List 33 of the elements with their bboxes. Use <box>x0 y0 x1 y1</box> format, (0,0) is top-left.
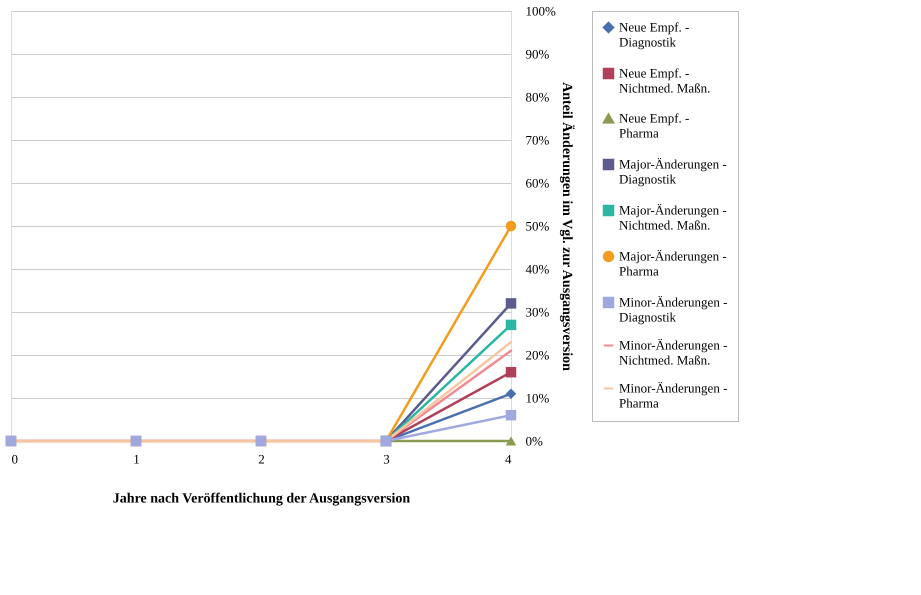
legend-label: Minor-Änderungen - Diagnostik <box>619 294 728 324</box>
y-tick-label: 60% <box>526 176 550 190</box>
y-tick-label: 90% <box>526 46 550 62</box>
x-tick-label: 2 <box>258 452 265 466</box>
point <box>506 320 516 330</box>
x-tick-label: 3 <box>383 452 390 466</box>
point <box>506 298 516 309</box>
y-tick-label: 30% <box>526 304 550 320</box>
point <box>506 388 516 399</box>
y-tick-label: 50% <box>526 218 550 234</box>
legend-label: Minor-Änderungen - Nichtmed. Maßn. <box>619 338 728 368</box>
legend-label: Major-Änderungen - Nichtmed. Maßn. <box>619 202 727 232</box>
legend-label: Neue Empf. - Pharma <box>619 110 690 140</box>
x-tick-label: 1 <box>133 452 140 466</box>
y-axis-title: Anteil Änderungen im Vgl. zur Ausgangsversion <box>558 82 575 372</box>
point <box>506 366 516 378</box>
legend-label: Major-Änderungen - Diagnostik <box>619 156 727 186</box>
y-tick-label: 70% <box>526 132 550 148</box>
y-tick-label: 10% <box>526 390 550 406</box>
x-tick-label: 0 <box>12 452 18 466</box>
point <box>506 220 516 232</box>
y-tick-label: 40% <box>526 262 550 276</box>
legend-label: Major-Änderungen - Pharma <box>619 248 727 278</box>
y-tick-label: 80% <box>526 90 550 104</box>
x-axis-title: Jahre nach Veröffentlichung der Ausgangsversion <box>112 492 410 506</box>
y-tick-label: 0% <box>526 434 543 448</box>
legend-label: Neue Empf. - Nichtmed. Maßn. <box>619 66 710 96</box>
x-tick-label: 4 <box>505 452 512 466</box>
y-tick-label: 20% <box>526 348 550 362</box>
y-tick-label: 100% <box>526 4 556 18</box>
legend-label: Neue Empf. - Diagnostik <box>619 20 690 50</box>
point <box>506 410 516 420</box>
legend-label: Minor-Änderungen - Pharma <box>619 380 728 410</box>
